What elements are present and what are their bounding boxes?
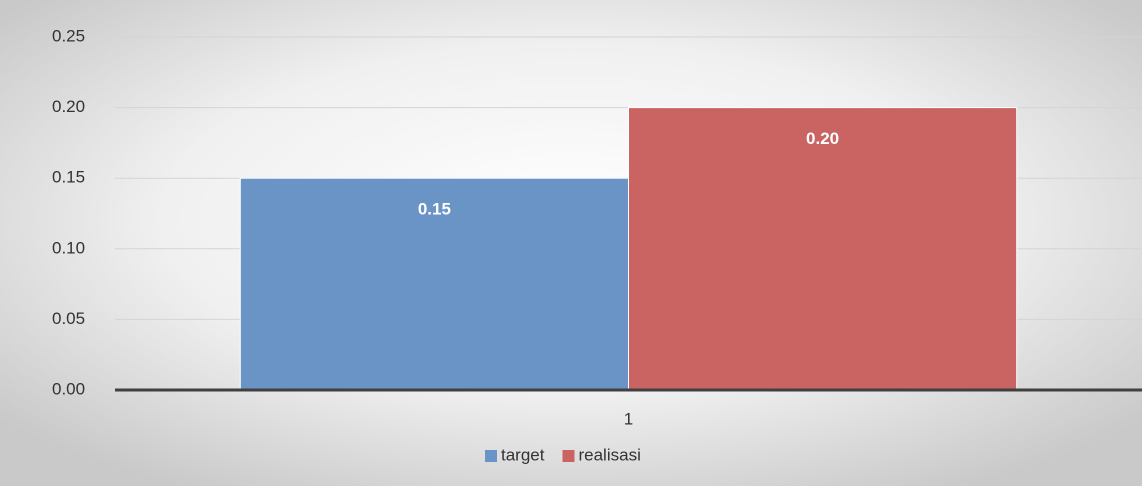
y-tick-label: 0.05 (52, 309, 85, 328)
bar (628, 107, 1018, 391)
data-label: 0.15 (418, 200, 451, 219)
x-tick-label: 1 (624, 409, 633, 428)
plot-area: 0.00 0.05 0.10 0.15 0.20 0.25 1 0.15 0.20 target r… (52, 26, 1142, 464)
legend-label: target (501, 445, 545, 464)
legend-label: realisasi (578, 445, 640, 464)
legend-swatch (485, 450, 497, 462)
y-tick-label: 0.00 (52, 379, 85, 398)
legend-swatch (562, 450, 575, 462)
y-tick-label: 0.25 (52, 26, 85, 45)
y-tick-label: 0.15 (52, 168, 85, 187)
y-tick-label: 0.20 (52, 97, 85, 116)
y-tick-label: 0.10 (52, 238, 85, 257)
data-label: 0.20 (806, 129, 839, 148)
